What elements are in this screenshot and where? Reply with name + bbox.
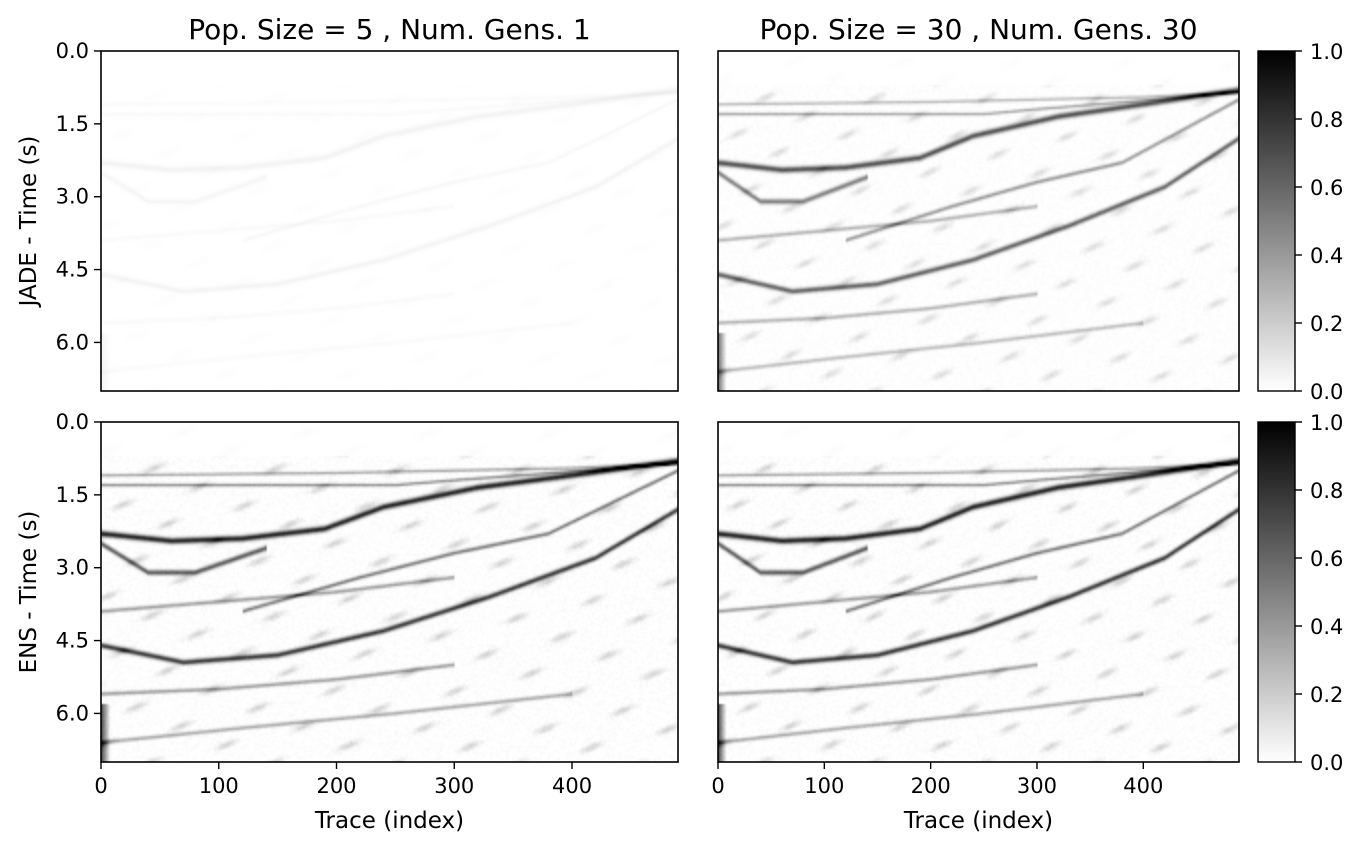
axes-frame-jade-pop5: [100, 50, 679, 392]
y-tick-label: 6.0: [56, 701, 89, 725]
panel-title: Pop. Size = 5 , Num. Gens. 1: [188, 13, 591, 46]
colorbar-tick-label: 0.4: [1310, 244, 1343, 268]
panel-title: Pop. Size = 30 , Num. Gens. 30: [759, 13, 1197, 46]
x-axis-label: Trace (index): [903, 808, 1053, 834]
colorbar-tick-label: 0.8: [1310, 108, 1343, 132]
x-tick-label: 100: [804, 774, 844, 798]
colorbar-tick-label: 0.0: [1310, 751, 1343, 775]
y-tick-label: 6.0: [56, 330, 89, 354]
y-tick-label: 4.5: [56, 258, 89, 282]
x-tick-label: 300: [1017, 774, 1057, 798]
x-tick-label: 300: [434, 774, 474, 798]
heatmap-jade-pop5: [101, 51, 678, 391]
colorbar-tick-label: 0.0: [1310, 380, 1343, 404]
colorbar-tick-label: 0.6: [1310, 547, 1343, 571]
colorbar-tick-label: 1.0: [1310, 40, 1343, 64]
colorbar-tick-label: 0.2: [1310, 683, 1343, 707]
x-tick-label: 0: [94, 774, 107, 798]
y-tick-label: 3.0: [56, 185, 89, 209]
heatmap-jade-pop30: [718, 51, 1239, 391]
colorbar: [1257, 421, 1296, 763]
x-tick-label: 400: [552, 774, 592, 798]
x-tick-label: 200: [316, 774, 356, 798]
x-axis-label: Trace (index): [314, 808, 464, 834]
axes-frame-ens-right: [717, 421, 1240, 763]
axes-frame-ens-left: [100, 421, 679, 763]
x-tick-label: 200: [911, 774, 951, 798]
colorbar-tick-label: 0.2: [1310, 312, 1343, 336]
y-tick-label: 0.0: [56, 410, 89, 434]
axes-frame-jade-pop30: [717, 50, 1240, 392]
colorbar-tick-label: 0.6: [1310, 176, 1343, 200]
colorbar-tick-label: 1.0: [1310, 411, 1343, 435]
colorbar: [1257, 50, 1296, 392]
y-tick-label: 0.0: [56, 39, 89, 63]
colorbar-tick-label: 0.4: [1310, 615, 1343, 639]
y-tick-label: 1.5: [56, 112, 89, 136]
y-tick-label: 1.5: [56, 483, 89, 507]
x-tick-label: 400: [1123, 774, 1163, 798]
colorbar-tick-label: 0.8: [1310, 479, 1343, 503]
x-tick-label: 100: [199, 774, 239, 798]
x-tick-label: 0: [711, 774, 724, 798]
heatmap-ens-left: [101, 422, 678, 762]
heatmap-ens-right: [718, 422, 1239, 762]
y-axis-label: ENS - Time (s): [16, 511, 42, 674]
y-axis-label: JADE - Time (s): [16, 136, 42, 309]
y-tick-label: 3.0: [56, 556, 89, 580]
y-tick-label: 4.5: [56, 629, 89, 653]
